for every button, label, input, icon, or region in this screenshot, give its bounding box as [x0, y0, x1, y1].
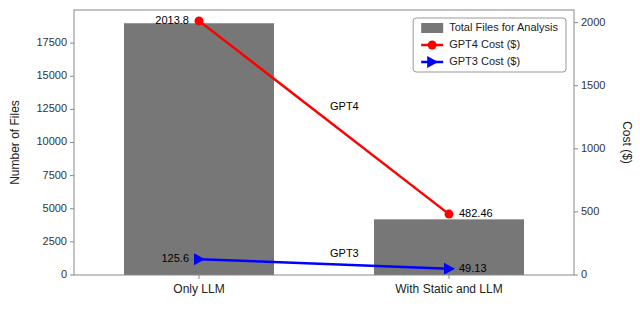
data-label: 125.6: [161, 252, 189, 264]
tick: [70, 275, 74, 276]
axis-label: Number of Files: [8, 100, 22, 185]
tick-label: 0: [581, 268, 587, 280]
data-label: 482.46: [459, 207, 493, 219]
legend-label: Total Files for Analysis: [449, 21, 558, 33]
tick-label: 17500: [36, 36, 67, 48]
tick: [70, 109, 74, 110]
legend: Total Files for Analysis GPT4 Cost ($) GPT…: [413, 18, 566, 72]
plot-frame: [74, 10, 574, 275]
tick-label: 2500: [43, 235, 67, 247]
legend-box: [413, 18, 566, 72]
tick: [574, 211, 578, 212]
tick: [70, 76, 74, 77]
legend-swatch: [427, 56, 438, 68]
tick-label: 5000: [43, 202, 67, 214]
marker: [444, 263, 455, 275]
axis-label: Cost ($): [620, 121, 634, 164]
tick-label: 12500: [36, 102, 67, 114]
tick: [70, 43, 74, 44]
tick: [70, 208, 74, 209]
tick: [70, 142, 74, 143]
line: [199, 259, 449, 269]
legend-label: GPT3 Cost ($): [449, 55, 520, 67]
chart: 0 2500 5000 7500 10000 12500 15000 17500 0 500 100…: [0, 0, 640, 309]
plot-area: [124, 16, 524, 275]
data-label: 2013.8: [155, 14, 189, 26]
tick-label: 7500: [43, 169, 67, 181]
tick: [574, 148, 578, 149]
tick: [574, 22, 578, 23]
annotation: GPT4: [330, 100, 359, 112]
legend-label: GPT4 Cost ($): [449, 38, 520, 50]
tick-label: 10000: [36, 135, 67, 147]
tick: [574, 275, 578, 276]
tick-label: 1500: [581, 79, 605, 91]
tick: [449, 275, 450, 279]
annotation: GPT3: [330, 247, 359, 259]
marker: [445, 210, 454, 219]
data-label: 49.13: [459, 262, 487, 274]
legend-swatch: [421, 23, 443, 33]
tick: [199, 275, 200, 279]
line: [199, 21, 449, 214]
tick: [70, 241, 74, 242]
category-label: With Static and LLM: [395, 282, 502, 296]
category-label: Only LLM: [173, 282, 224, 296]
legend-swatch: [428, 41, 437, 50]
tick-label: 1000: [581, 142, 605, 154]
tick-label: 2000: [581, 16, 605, 28]
tick: [574, 85, 578, 86]
tick: [70, 175, 74, 176]
marker: [195, 16, 204, 25]
tick-label: 500: [581, 205, 599, 217]
tick-label: 0: [61, 268, 67, 280]
marker: [194, 253, 205, 265]
tick-label: 15000: [36, 69, 67, 81]
